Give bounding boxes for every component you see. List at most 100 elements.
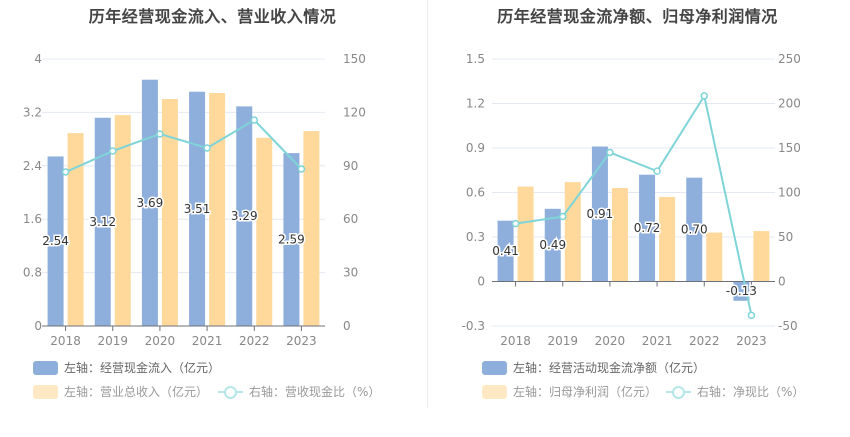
y-axis-right-tick-label: 100 <box>778 186 801 200</box>
bar-secondary-2018 <box>517 186 534 282</box>
line-point-2018 <box>61 168 70 176</box>
y-axis-left-tick-label: 0 <box>477 275 485 289</box>
line-point-2019 <box>109 147 117 155</box>
line-series <box>515 93 753 316</box>
legend-label: 左轴：归母净利润（亿元） <box>513 385 658 399</box>
chart-plot-area: 0 0.8 1.6 2.4 3.2 4 0 30 60 90 120 150 2018 2019 2020 2… <box>23 52 366 348</box>
bar-primary-2022 <box>236 106 253 326</box>
data-label-2018: 2.54 <box>42 234 69 248</box>
bar-secondary-2021 <box>209 93 226 326</box>
chart-panel-right: 历年经营现金流净额、归母净利润情况 -0.3 0 0.3 0.6 0.9 1.2 1.5 -5… <box>425 0 850 437</box>
x-axis-tick-label: 2021 <box>642 334 673 348</box>
chart-title: 历年经营现金流入、营业收入情况 <box>88 7 337 26</box>
legend-item-series-2[interactable]: 左轴：归母净利润（亿元） <box>482 383 657 400</box>
legend-swatch <box>482 360 507 375</box>
bar-primary-2019 <box>544 208 561 282</box>
bar-secondary-2023 <box>753 231 770 282</box>
legend-label: 右轴：净现比（%） <box>697 385 805 399</box>
y-axis-left-tick-label: 0 <box>34 319 42 333</box>
bar-primary-2019 <box>94 117 111 327</box>
y-axis-left-tick-label: -0.3 <box>462 319 485 333</box>
y-axis-right-tick-label: 50 <box>778 230 793 244</box>
legend-swatch <box>33 384 58 399</box>
y-axis-left-tick-label: 0.8 <box>23 266 42 280</box>
y-axis-left-tick-label: 1.2 <box>466 97 485 111</box>
bar-secondary-2021 <box>659 196 676 282</box>
bar-secondary-2022 <box>256 137 273 326</box>
bar-primary-2022 <box>686 177 703 282</box>
bar-secondary-2018 <box>67 133 84 326</box>
line-point-2020 <box>156 130 164 138</box>
legend-item-series-1[interactable]: 左轴：经营活动现金流净额（亿元） <box>482 359 705 376</box>
chart-title: 历年经营现金流净额、归母净利润情况 <box>497 7 778 26</box>
line-point-2023 <box>297 165 306 173</box>
y-axis-left-tick-label: 3.2 <box>23 105 42 119</box>
bar-primary-2018 <box>497 220 514 282</box>
bar-secondary-2022 <box>706 232 723 282</box>
bar-secondary-2019 <box>564 182 581 282</box>
legend-item-series-3[interactable]: 右轴：净现比（%） <box>666 383 804 400</box>
legend-swatch <box>482 384 507 399</box>
y-axis-left-tick-label: 0.6 <box>466 186 485 200</box>
line-point-2019 <box>559 212 567 221</box>
y-axis-right-tick-label: -50 <box>778 319 798 333</box>
y-axis-left-tick-label: 0.9 <box>466 141 485 155</box>
legend-item-series-2[interactable]: 左轴：营业总收入（亿元） <box>33 383 208 400</box>
x-axis-tick-label: 2020 <box>145 334 176 348</box>
y-axis-right-tick-label: 0 <box>343 319 351 333</box>
y-axis-right-tick-label: 200 <box>778 97 801 111</box>
bar-secondary-2023 <box>303 131 320 326</box>
line-point-2018 <box>511 219 520 228</box>
legend-item-series-1[interactable]: 左轴：经营现金流入（亿元） <box>33 359 220 376</box>
data-label-2021: 3.51 <box>184 202 211 216</box>
data-label-2023: 2.59 <box>278 233 305 247</box>
line-point-2021 <box>653 167 661 175</box>
legend-label: 左轴：经营活动现金流净额（亿元） <box>513 361 706 375</box>
y-axis-right-tick-label: 60 <box>343 212 358 226</box>
y-axis-right-tick-label: 30 <box>343 266 358 280</box>
y-axis-left-tick-label: 0.3 <box>466 230 485 244</box>
y-axis-right-tick-label: 0 <box>778 275 786 289</box>
x-axis-tick-label: 2019 <box>97 334 128 348</box>
line-point-2021 <box>203 144 211 152</box>
data-label-2021: 0.72 <box>634 221 661 235</box>
x-axis-tick-label: 2019 <box>547 334 578 348</box>
panel-divider <box>427 0 428 408</box>
x-axis-tick-label: 2023 <box>286 334 317 348</box>
data-label-2022: 0.70 <box>681 223 708 237</box>
x-axis-tick-label: 2022 <box>689 334 720 348</box>
y-axis-right-tick-label: 250 <box>778 52 801 66</box>
y-axis-left-tick-label: 2.4 <box>23 159 42 173</box>
line-point-2023 <box>747 311 756 320</box>
line-point-2020 <box>606 148 614 157</box>
y-axis-right-tick-label: 90 <box>343 159 358 173</box>
data-label-2019: 3.12 <box>89 215 116 229</box>
data-label-2022: 3.29 <box>231 209 258 223</box>
y-axis-left-tick-label: 1.5 <box>466 52 485 66</box>
data-label-2020: 0.91 <box>587 207 614 221</box>
data-label-2023: -0.13 <box>726 284 757 298</box>
legend-line-marker-icon <box>666 385 691 399</box>
legend-item-series-3[interactable]: 右轴：营收现金比（%） <box>218 383 380 400</box>
bar-primary-2021 <box>639 174 656 282</box>
legend-label: 左轴：经营现金流入（亿元） <box>64 361 221 375</box>
y-axis-left-tick-label: 4 <box>34 52 42 66</box>
bar-primary-2020 <box>591 146 608 282</box>
line-point-2022 <box>250 116 258 124</box>
y-axis-right-tick-label: 150 <box>343 52 366 66</box>
x-axis-tick-label: 2018 <box>50 334 81 348</box>
y-axis-left-tick-label: 1.6 <box>23 212 42 226</box>
data-label-2020: 3.69 <box>137 196 164 210</box>
chart-plot-area: -0.3 0 0.3 0.6 0.9 1.2 1.5 -50 0 50 100 150 200 250 20… <box>462 52 801 348</box>
data-label-2019: 0.49 <box>539 238 566 252</box>
legend-swatch <box>33 360 58 375</box>
bar-primary-2018 <box>47 156 64 326</box>
chart-panel-left: 历年经营现金流入、营业收入情况 0 0.8 1.6 2.4 3.2 4 0 30 60 90 120… <box>23 7 381 400</box>
legend-label: 左轴：营业总收入（亿元） <box>64 385 209 399</box>
legend-label: 右轴：营收现金比（%） <box>249 385 381 399</box>
x-axis-tick-label: 2023 <box>736 334 767 348</box>
x-axis-tick-label: 2020 <box>595 334 626 348</box>
line-point-2022 <box>700 92 708 100</box>
bar-secondary-2019 <box>114 115 131 326</box>
bar-secondary-2020 <box>161 99 178 326</box>
